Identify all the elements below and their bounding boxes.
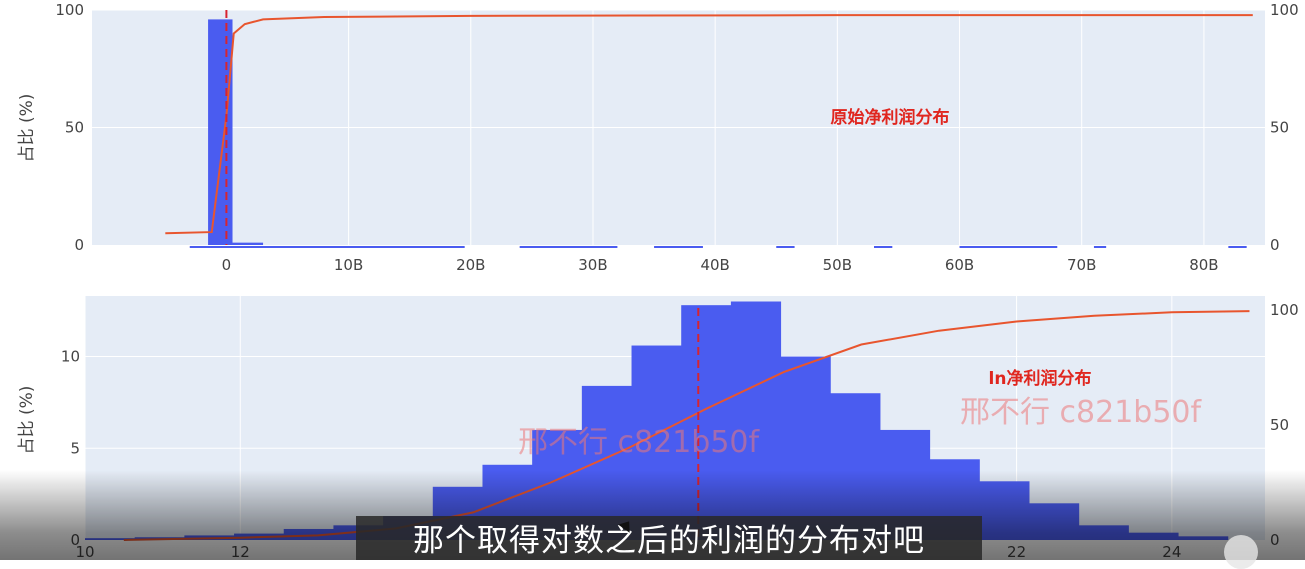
top-gridlines <box>92 9 1265 245</box>
top-x-tick-3: 30B <box>578 256 607 274</box>
top-x-tick-5: 50B <box>823 256 852 274</box>
bottom-bar-20 <box>1078 525 1129 540</box>
top-x-tick-4: 40B <box>700 256 729 274</box>
top-x-tick-7: 70B <box>1067 256 1096 274</box>
top-x-tick-0: 0 <box>222 256 232 274</box>
top-x-tick-2: 20B <box>456 256 485 274</box>
bottom-x-tick-1: 12 <box>231 543 250 560</box>
bottom-y-tick-0: 0 <box>70 531 80 549</box>
top-y2-tick-2: 100 <box>1270 1 1299 19</box>
top-x-tick-6: 60B <box>945 256 974 274</box>
top-y-tick-1: 50 <box>65 119 84 137</box>
top-y2-tick-1: 50 <box>1270 119 1289 137</box>
bottom-y2-tick-2: 100 <box>1270 301 1299 319</box>
bottom-bar-14 <box>780 356 831 540</box>
top-cumulative-line <box>165 14 1253 235</box>
bottom-bar-19 <box>1029 503 1080 540</box>
top-y-axis-label: 占比 (%) <box>17 94 37 163</box>
bottom-y-axis-label: 占比 (%) <box>17 386 37 455</box>
player-control-icon[interactable] <box>1224 535 1258 569</box>
bottom-y-tick-2: 10 <box>61 348 80 366</box>
bottom-bar-21 <box>1128 532 1179 540</box>
bottom-x-tick-2: 22 <box>1007 543 1026 560</box>
bottom-y-tick-labels: 0 5 10 <box>61 348 80 549</box>
bottom-y2-tick-1: 50 <box>1270 416 1289 434</box>
top-x-tick-labels: 0 10B 20B 30B 40B 50B 60B 70B 80B <box>222 256 1219 274</box>
top-annotation: 原始净利润分布 <box>831 107 950 128</box>
top-x-tick-8: 80B <box>1189 256 1218 274</box>
top-y2-tick-labels: 0 50 100 <box>1270 1 1299 254</box>
top-y-tick-labels: 0 50 100 <box>55 1 84 254</box>
bottom-annotation: ln净利润分布 <box>989 368 1092 389</box>
bottom-y2-tick-0: 0 <box>1270 531 1280 549</box>
top-y2-tick-0: 0 <box>1270 236 1280 254</box>
center-watermark: 邢不行 c821b50f <box>518 425 761 460</box>
top-y-tick-2: 100 <box>55 1 84 19</box>
top-bar-1 <box>232 242 264 245</box>
top-x-tick-1: 10B <box>334 256 363 274</box>
bottom-bar-13 <box>730 301 782 540</box>
top-cdf-series <box>165 14 1253 235</box>
top-y-tick-0: 0 <box>74 236 84 254</box>
bottom-bar-18 <box>979 481 1030 540</box>
bottom-x-tick-3: 24 <box>1162 543 1181 560</box>
bottom-y-tick-1: 5 <box>70 439 80 457</box>
top-bar-0 <box>208 19 233 246</box>
bottom-y2-tick-labels: 0 50 100 <box>1270 301 1299 549</box>
bottom-bar-22 <box>1178 536 1229 540</box>
top-bars <box>208 19 264 246</box>
side-watermark: 邢不行 c821b50f <box>960 395 1203 430</box>
bottom-bar-12 <box>681 305 732 540</box>
video-subtitle: 那个取得对数之后的利润的分布对吧 <box>356 516 982 560</box>
